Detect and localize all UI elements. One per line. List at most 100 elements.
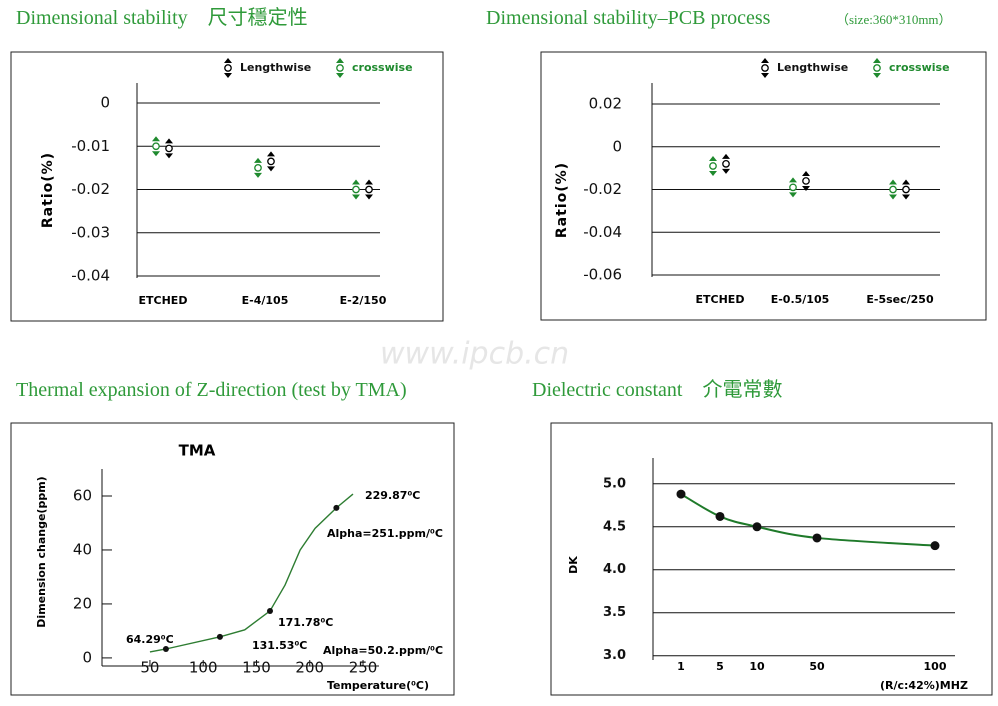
x-tick-label: E-2/150 — [340, 294, 387, 307]
legend-label: crosswise — [889, 61, 950, 74]
data-point — [715, 511, 725, 521]
marker-ring — [267, 157, 275, 166]
x-tick-label: 50 — [140, 659, 159, 677]
annotation: 229.87⁰C — [365, 489, 420, 502]
arrow-up — [802, 170, 810, 176]
arrow-up — [722, 153, 730, 159]
arrow-down — [722, 168, 730, 174]
arrow-down — [889, 194, 897, 200]
arrow-up — [152, 136, 160, 142]
x-tick-label: E-5sec/250 — [866, 293, 934, 306]
arrow-up — [873, 58, 881, 63]
legend-label: Lengthwise — [240, 61, 311, 74]
arrow-up — [224, 58, 232, 63]
y-tick-label: 4.5 — [603, 519, 626, 534]
y-tick-label: 20 — [73, 594, 92, 612]
data-point — [254, 157, 262, 178]
x-tick-label: 200 — [295, 659, 324, 677]
x-tick-label: 100 — [924, 660, 947, 673]
data-point — [812, 533, 822, 543]
marker-ring — [789, 183, 797, 192]
y-tick-label: -0.06 — [583, 266, 622, 284]
marker-ring — [352, 185, 360, 194]
chart-subtitle: （size:360*310mm） — [836, 12, 952, 27]
data-point — [152, 136, 160, 157]
y-tick-label: 0 — [612, 137, 622, 155]
data-point — [789, 177, 797, 198]
arrow-down — [902, 194, 910, 200]
legend-icon — [224, 58, 232, 78]
arrow-down — [152, 151, 160, 157]
arrow-up — [254, 157, 262, 163]
data-point — [267, 151, 275, 172]
legend-label: Lengthwise — [777, 61, 848, 74]
arrow-up — [352, 179, 360, 185]
data-point — [165, 138, 173, 159]
arrow-up — [709, 155, 717, 161]
y-axis-label: Dimension change(ppm) — [35, 476, 48, 627]
data-point — [365, 179, 373, 200]
x-tick-label: ETCHED — [696, 293, 745, 306]
x-tick-label: 50 — [809, 660, 825, 673]
y-tick-label: -0.01 — [71, 137, 110, 155]
y-tick-label: 60 — [73, 486, 92, 504]
data-point — [267, 607, 274, 614]
arrow-down — [224, 73, 232, 78]
line — [149, 493, 354, 653]
data-point — [722, 153, 730, 174]
y-tick-label: -0.04 — [71, 267, 110, 285]
marker-ring — [709, 162, 717, 170]
legend-icon — [761, 58, 769, 78]
arrow-up — [761, 58, 769, 63]
x-tick-label: 5 — [716, 660, 724, 673]
arrow-down — [336, 73, 344, 78]
arrow-down — [709, 170, 717, 176]
arrow-down — [789, 192, 797, 198]
marker-ring — [761, 64, 769, 72]
x-tick-label: 10 — [749, 660, 765, 673]
y-tick-label: -0.03 — [71, 223, 110, 241]
y-tick-label: 5.0 — [603, 476, 626, 491]
chart-title: Dimensional stability 尺寸穩定性 — [16, 6, 308, 29]
marker-ring — [902, 185, 910, 194]
annotation: Alpha=50.2.ppm/⁰C — [323, 644, 443, 657]
y-axis-label: Ratio(%) — [554, 162, 570, 238]
legend-icon — [873, 58, 881, 78]
arrow-up — [267, 151, 275, 157]
legend-icon — [336, 58, 344, 78]
y-axis-label: Ratio(%) — [40, 152, 56, 228]
y-tick-label: -0.02 — [71, 180, 110, 198]
y-tick-label: 0 — [82, 648, 92, 666]
legend-label: crosswise — [352, 61, 413, 74]
arrow-up — [365, 179, 373, 185]
arrow-up — [789, 177, 797, 183]
y-tick-label: 40 — [73, 540, 92, 558]
marker-ring — [165, 144, 173, 153]
marker-ring — [254, 164, 262, 172]
annotation: 131.53⁰C — [252, 639, 307, 652]
x-tick-label: 250 — [349, 659, 378, 677]
chart-frame — [550, 422, 993, 696]
x-axis-label: Temperature(⁰C) — [327, 679, 429, 692]
data-point — [889, 179, 897, 200]
arrow-down — [352, 194, 360, 200]
marker-ring — [365, 185, 373, 194]
x-tick-label: 150 — [242, 659, 271, 677]
y-tick-label: 3.5 — [603, 605, 626, 620]
chart-title: Dielectric constant 介電常數 — [532, 378, 783, 401]
x-tick-label: E-4/105 — [242, 294, 289, 307]
x-tick-label: ETCHED — [139, 294, 188, 307]
data-point — [802, 170, 810, 191]
arrow-down — [267, 166, 275, 172]
y-tick-label: -0.04 — [583, 223, 622, 241]
x-tick-label: 1 — [677, 660, 685, 673]
arrow-up — [165, 138, 173, 144]
chart-title: Dimensional stability–PCB process — [486, 7, 771, 29]
data-point — [216, 633, 223, 640]
arrow-down — [873, 73, 881, 78]
marker-ring — [336, 64, 344, 72]
marker-ring — [722, 160, 730, 168]
marker-ring — [873, 64, 881, 72]
marker-ring — [802, 177, 810, 185]
